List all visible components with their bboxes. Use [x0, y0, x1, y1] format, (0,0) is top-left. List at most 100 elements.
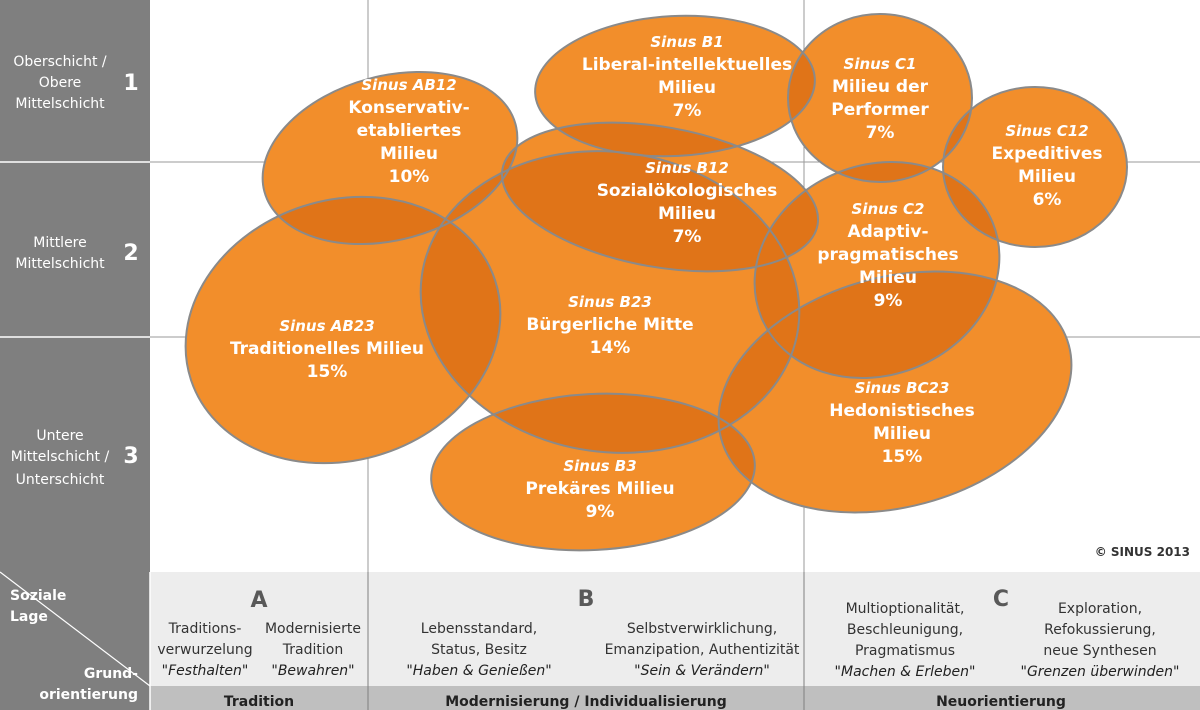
milieu-percent: 7%: [673, 227, 702, 247]
orientation-6: Exploration, Refokussierung, neue Synthese…: [1021, 601, 1180, 680]
milieu-label-sinus-b12: Sinus B12 Sozialökologisches Milieu 7%: [597, 159, 778, 247]
bottom-label-modernisierung: Modernisierung / Individualisierung: [445, 694, 727, 710]
milieu-name-line: Milieu: [380, 144, 438, 164]
milieu-bubble-sinus-c12: [943, 87, 1127, 247]
orientation-line: Beschleunigung,: [847, 622, 963, 638]
milieu-name-line: Liberal-intellektuelles: [582, 55, 792, 75]
milieu-percent: 15%: [882, 447, 923, 467]
row-2-label: Mittlere Mittelschicht 2: [15, 235, 138, 272]
orientation-line: Status, Besitz: [431, 642, 527, 658]
svg-text:Mittelschicht: Mittelschicht: [15, 96, 105, 112]
orientation-line: Emanzipation, Authentizität: [605, 642, 800, 658]
milieu-label-sinus-c2: Sinus C2 Adaptiv-pragmatisches Milieu 9%: [817, 200, 958, 311]
orientation-line: Tradition: [282, 642, 343, 658]
milieu-outline: [419, 150, 801, 454]
bottom-label-strip: [150, 686, 1200, 710]
milieu-outline: [717, 270, 1073, 514]
milieu-name-line: Performer: [831, 100, 929, 120]
milieu-name-line: Prekäres Milieu: [525, 479, 674, 499]
milieu-label-sinus-b23: Sinus B23 Bürgerliche Mitte 14%: [526, 293, 693, 358]
milieu-code: Sinus B23: [568, 293, 652, 311]
row-number: 3: [123, 444, 138, 469]
copyright: © SINUS 2013: [1095, 545, 1190, 559]
row-number: 1: [123, 71, 138, 96]
column-letter-b: B: [578, 587, 595, 612]
row-1-label: Oberschicht / Obere Mittelschicht 1: [13, 54, 138, 112]
svg-text:Grund-: Grund-: [84, 666, 138, 682]
orientation-motto: "Bewahren": [271, 663, 354, 679]
soziale-lage-label: Soziale Lage: [10, 588, 66, 625]
milieu-label-sinus-b1: Sinus B1 Liberal-intellektuelles Milieu 7%: [582, 33, 792, 121]
milieu-code: Sinus AB23: [279, 317, 374, 335]
milieu-label-sinus-b3: Sinus B3 Prekäres Milieu 9%: [525, 457, 674, 522]
milieu-name-line: Traditionelles Milieu: [230, 339, 424, 359]
row-label-panel: [0, 0, 150, 572]
milieu-code: Sinus BC23: [855, 379, 950, 397]
svg-text:Soziale: Soziale: [10, 588, 66, 604]
milieu-code: Sinus B12: [645, 159, 729, 177]
svg-text:Mittelschicht: Mittelschicht: [15, 256, 105, 272]
milieu-name-line: Milieu: [658, 78, 716, 98]
milieu-outline: [430, 392, 756, 552]
orientation-motto: "Sein & Verändern": [634, 663, 770, 679]
milieu-percent: 14%: [590, 338, 631, 358]
orientation-1: Traditions-verwurzelung "Festhalten": [157, 621, 252, 679]
column-letter-a: A: [250, 588, 267, 613]
orientation-motto: "Grenzen überwinden": [1021, 664, 1180, 680]
milieu-label-sinus-c1: Sinus C1 Milieu der Performer 7%: [831, 55, 929, 143]
milieu-code: Sinus B1: [650, 33, 723, 51]
grundorientierung-label: Grund- orientierung: [39, 666, 138, 703]
orientation-line: Lebensstandard,: [421, 621, 537, 637]
svg-text:Obere: Obere: [39, 75, 82, 91]
milieu-percent: 9%: [874, 291, 903, 311]
svg-text:Mittlere: Mittlere: [33, 235, 87, 251]
overlap-region: [754, 161, 830, 294]
milieu-code: Sinus C12: [1005, 122, 1088, 140]
milieu-name-line: Milieu: [859, 268, 917, 288]
orientation-motto: "Haben & Genießen": [406, 663, 551, 679]
orientation-line: Traditions-: [168, 621, 242, 637]
milieu-name-line: Milieu: [873, 424, 931, 444]
milieu-name-line: Milieu: [658, 204, 716, 224]
milieu-percent: 6%: [1033, 190, 1062, 210]
milieu-outline: [787, 13, 973, 183]
milieu-name-line: pragmatisches: [817, 245, 958, 265]
milieu-name-line: Hedonistisches: [829, 401, 975, 421]
milieu-name-line: Milieu der: [832, 77, 929, 97]
milieu-code: Sinus AB12: [361, 76, 456, 94]
orientation-content-area: [150, 572, 1200, 686]
milieu-percent: 9%: [586, 502, 615, 522]
milieu-name-line: Adaptiv-: [847, 222, 928, 242]
milieu-label-sinus-c12: Sinus C12 Expeditives Milieu 6%: [992, 122, 1103, 210]
milieu-outline: [500, 121, 820, 273]
milieu-code: Sinus B3: [563, 457, 636, 475]
svg-text:Untere: Untere: [36, 428, 83, 444]
orientation-line: neue Synthesen: [1043, 643, 1156, 659]
svg-text:orientierung: orientierung: [39, 687, 138, 703]
milieu-outline: [261, 70, 519, 246]
milieu-percent: 10%: [389, 167, 430, 187]
milieu-outline: [942, 86, 1128, 248]
orientation-texts: Traditions-verwurzelung "Festhalten" Moder…: [157, 601, 1179, 680]
milieu-name-line: Sozialökologisches: [597, 181, 778, 201]
milieu-outline: [534, 14, 816, 158]
svg-text:Lage: Lage: [10, 609, 48, 625]
milieu-label-sinus-ab12: Sinus AB12 Konservativ-etabliertes Milieu 1…: [348, 76, 469, 187]
bubble-outlines: [184, 13, 1128, 552]
milieu-bubble-sinus-c1: [788, 14, 972, 182]
orientation-line: Modernisierte: [265, 621, 361, 637]
orientation-line: Selbstverwirklichung,: [627, 621, 777, 637]
orientation-4: Selbstverwirklichung, Emanzipation, Authe…: [605, 621, 800, 679]
milieu-name-line: Bürgerliche Mitte: [526, 315, 693, 335]
orientation-motto: "Machen & Erleben": [835, 664, 976, 680]
column-letter-c: C: [993, 587, 1009, 612]
milieu-name-line: Milieu: [1018, 167, 1076, 187]
orientation-line: Refokussierung,: [1044, 622, 1156, 638]
milieu-name-line: Konservativ-: [348, 98, 469, 118]
milieu-labels: Sinus AB12 Konservativ-etabliertes Milieu 1…: [230, 33, 1103, 522]
milieu-percent: 7%: [866, 123, 895, 143]
row-number: 2: [123, 241, 138, 266]
orientation-2: Modernisierte Tradition "Bewahren": [265, 621, 361, 679]
milieu-label-sinus-bc23: Sinus BC23 Hedonistisches Milieu 15%: [829, 379, 975, 467]
